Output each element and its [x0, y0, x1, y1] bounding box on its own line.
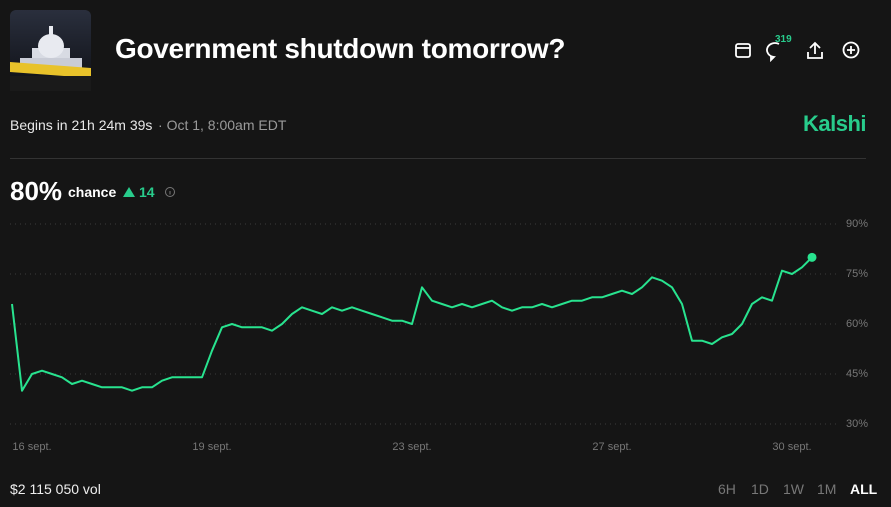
market-image: [10, 10, 91, 91]
x-tick-label: 23 sept.: [392, 441, 431, 453]
date: Oct 1, 8:00am EDT: [158, 117, 287, 133]
y-tick-label: 30%: [846, 418, 868, 430]
comment-count: 319: [775, 34, 792, 45]
probability: 80%: [10, 176, 63, 206]
range-button[interactable]: ALL: [850, 481, 878, 497]
divider: [10, 158, 866, 159]
y-tick-label: 45%: [846, 368, 868, 380]
x-tick-label: 27 sept.: [592, 441, 631, 453]
end-dot: [807, 252, 817, 262]
y-tick-label: 90%: [846, 218, 868, 230]
share-icon[interactable]: [807, 41, 823, 59]
chance-label: chance: [68, 184, 117, 200]
change: 14: [139, 184, 155, 200]
market-title: Government shutdown tomorrow?: [115, 33, 566, 64]
x-tick-label: 16 sept.: [12, 441, 51, 453]
range-button[interactable]: 1D: [751, 481, 769, 497]
begins: Begins in 21h 24m 39s: [10, 117, 153, 133]
range-button[interactable]: 6H: [718, 481, 736, 497]
y-tick-label: 60%: [846, 318, 868, 330]
y-tick-label: 75%: [846, 268, 868, 280]
x-tick-label: 19 sept.: [192, 441, 231, 453]
range-button[interactable]: 1W: [783, 481, 804, 497]
chart: 30% 45% 60% 75% 90% 16 sept. 19 sept. 23 sept. 2…: [10, 218, 868, 453]
line: [11, 256, 813, 392]
add-icon[interactable]: [842, 41, 860, 59]
toolbar: [735, 41, 860, 62]
range-button[interactable]: 1M: [817, 481, 837, 497]
calendar-icon[interactable]: [735, 43, 751, 58]
up-arrow: [123, 187, 135, 197]
x-tick-label: 30 sept.: [772, 441, 811, 453]
volume: $2 115 050 vol: [10, 481, 101, 497]
info-icon[interactable]: [164, 186, 176, 198]
brand: Kalshi: [803, 111, 867, 136]
comment-icon[interactable]: [766, 42, 780, 62]
